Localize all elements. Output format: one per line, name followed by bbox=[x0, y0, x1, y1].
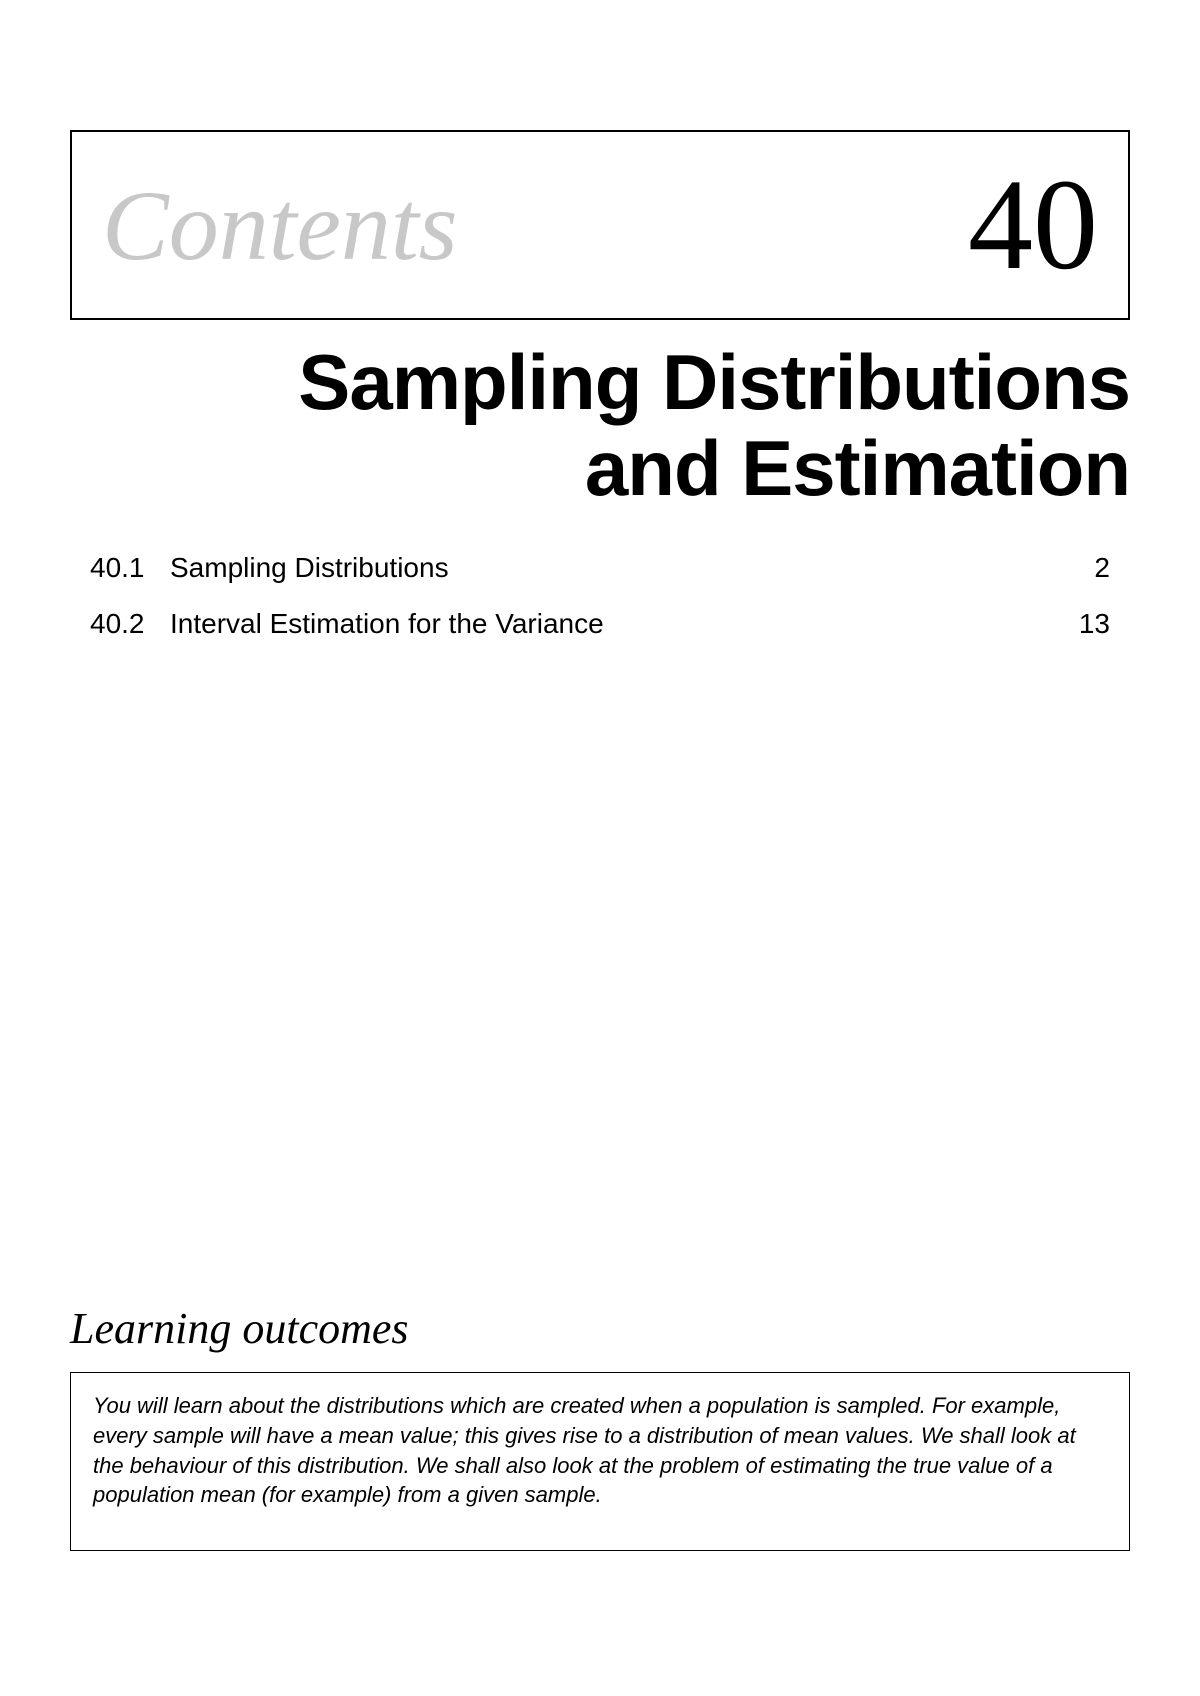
table-of-contents: 40.1 Sampling Distributions 2 40.2 Inter… bbox=[70, 552, 1130, 640]
title-line-1: Sampling Distributions bbox=[70, 340, 1130, 426]
toc-row: 40.2 Interval Estimation for the Varianc… bbox=[90, 608, 1110, 640]
toc-page: 2 bbox=[1094, 552, 1110, 584]
learning-outcomes-section: Learning outcomes You will learn about t… bbox=[70, 1303, 1130, 1551]
learning-outcomes-body: You will learn about the distributions w… bbox=[93, 1393, 1076, 1507]
toc-title: Sampling Distributions bbox=[170, 552, 449, 584]
toc-entry-left: 40.2 Interval Estimation for the Varianc… bbox=[90, 608, 604, 640]
toc-entry-left: 40.1 Sampling Distributions bbox=[90, 552, 449, 584]
toc-title: Interval Estimation for the Variance bbox=[170, 608, 604, 640]
title-line-2: and Estimation bbox=[70, 426, 1130, 512]
chapter-number: 40 bbox=[968, 160, 1098, 290]
contents-label: Contents bbox=[102, 168, 458, 283]
contents-header-box: Contents 40 bbox=[70, 130, 1130, 320]
toc-row: 40.1 Sampling Distributions 2 bbox=[90, 552, 1110, 584]
learning-outcomes-heading: Learning outcomes bbox=[70, 1303, 1130, 1354]
learning-outcomes-box: You will learn about the distributions w… bbox=[70, 1372, 1130, 1551]
toc-number: 40.1 bbox=[90, 552, 170, 584]
main-title: Sampling Distributions and Estimation bbox=[70, 340, 1130, 512]
toc-page: 13 bbox=[1079, 608, 1110, 640]
toc-number: 40.2 bbox=[90, 608, 170, 640]
